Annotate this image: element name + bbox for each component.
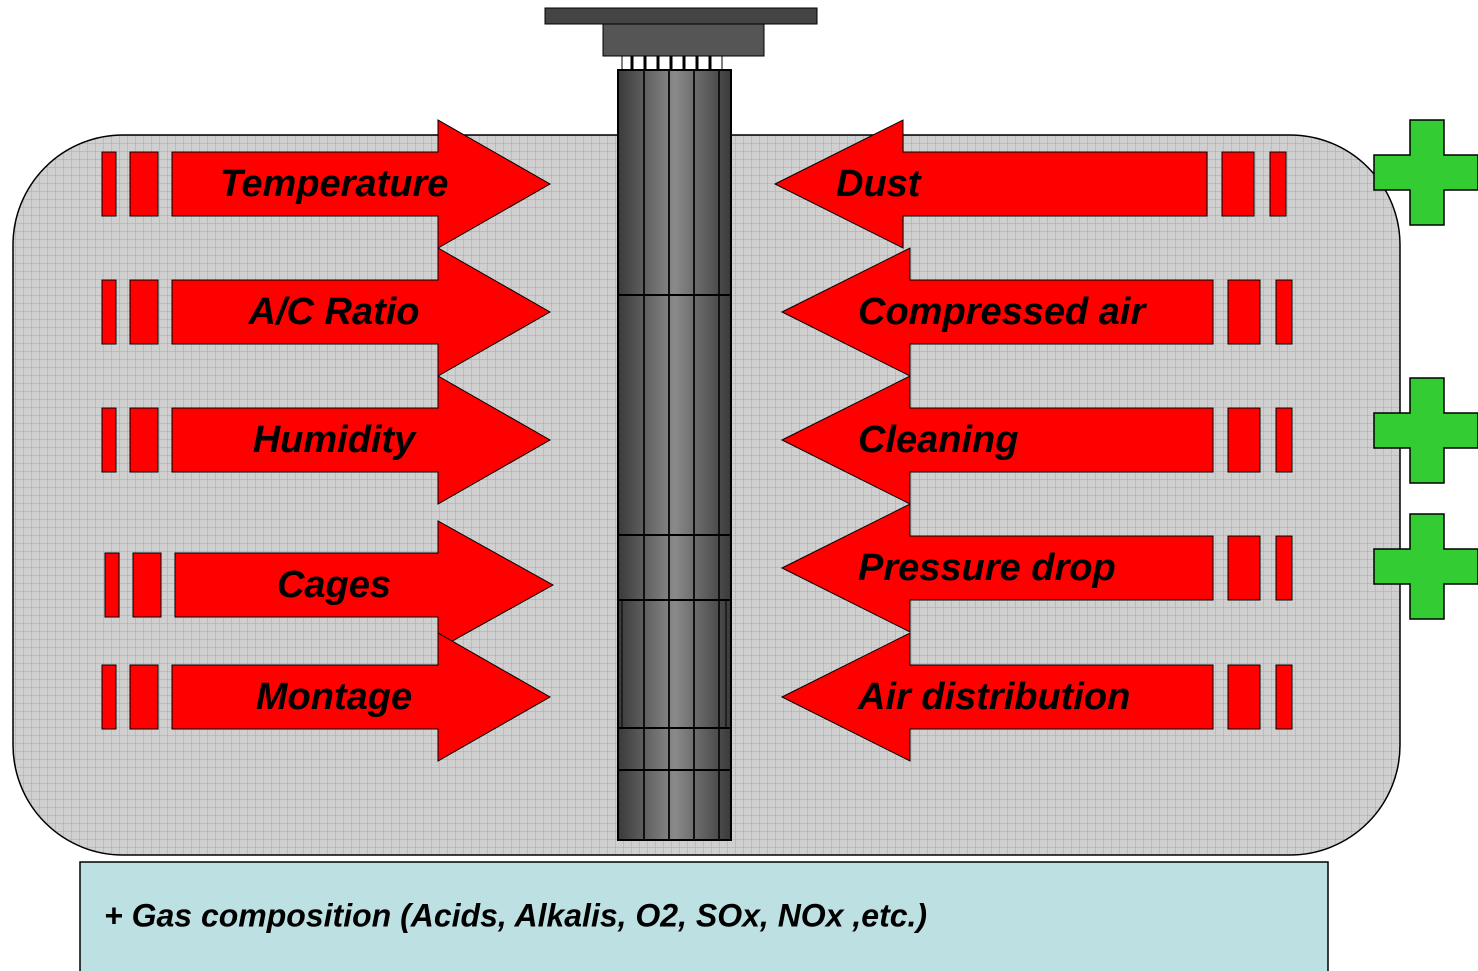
dash-bar (1221, 151, 1255, 217)
dash-bar (1227, 407, 1261, 473)
factor-label: Humidity (253, 419, 417, 461)
factor-label: Pressure drop (858, 547, 1116, 589)
footer-box (79, 861, 1329, 971)
factor-label: Cages (277, 564, 391, 606)
footer-text: + Gas composition (Acids, Alkalis, O2, S… (104, 897, 927, 933)
dash-bar (129, 664, 159, 730)
arrow-left (773, 119, 1208, 249)
dash-bar (1227, 535, 1261, 601)
factor-label: Air distribution (857, 676, 1130, 718)
factor-label: Temperature (220, 163, 449, 205)
dash-bar (101, 664, 117, 730)
dash-bar (132, 552, 162, 618)
factor-label: Compressed air (858, 291, 1147, 333)
factor-label: Cleaning (858, 419, 1018, 461)
factor-label: Montage (256, 676, 412, 718)
dash-bar (129, 279, 159, 345)
arrow-right (171, 375, 552, 505)
factor-label: Dust (836, 163, 922, 205)
plus-icons (1373, 119, 1478, 620)
dash-bar (1275, 664, 1293, 730)
factor-label: A/C Ratio (248, 291, 420, 333)
dash-bar (129, 151, 159, 217)
arrow-right (171, 247, 552, 377)
dash-bar (1227, 279, 1261, 345)
filter-bag (544, 7, 818, 841)
dash-bar (1227, 664, 1261, 730)
arrow-left (780, 247, 1214, 377)
dash-bar (101, 151, 117, 217)
dash-bar (101, 279, 117, 345)
dash-bar (1275, 535, 1293, 601)
arrow-left (780, 503, 1214, 633)
arrow-left (780, 375, 1214, 505)
arrow-right (174, 520, 555, 650)
dash-bar (101, 407, 117, 473)
dash-bar (104, 552, 120, 618)
arrow-left (780, 632, 1214, 762)
dash-bar (129, 407, 159, 473)
arrow-right (171, 632, 552, 762)
dash-bar (1275, 279, 1293, 345)
arrow-right (171, 119, 552, 249)
dash-bar (1275, 407, 1293, 473)
dash-bar (1269, 151, 1287, 217)
